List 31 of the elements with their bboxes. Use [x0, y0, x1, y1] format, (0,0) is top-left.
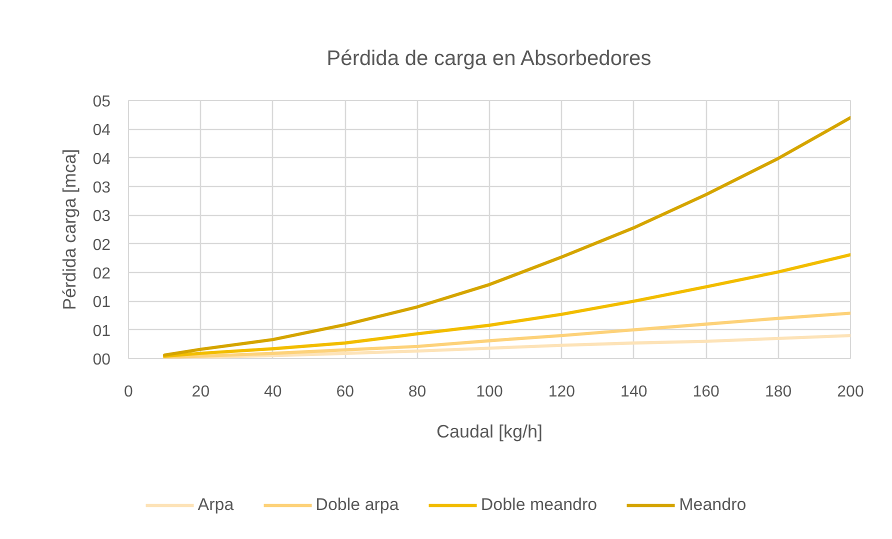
x-tick-label: 80	[408, 384, 426, 400]
line-series	[163, 253, 850, 358]
y-axis-title: Pérdida carga [mca]	[60, 148, 80, 310]
line-series	[163, 312, 850, 358]
y-tick-label: 02	[92, 236, 111, 254]
x-tick-label: 120	[548, 384, 576, 400]
x-tick-label: 140	[620, 384, 648, 400]
x-tick-label: 0	[124, 384, 134, 400]
legend-label: Arpa	[198, 495, 234, 515]
x-tick-label: 160	[692, 384, 720, 400]
y-tick-label: 01	[92, 322, 111, 340]
legend-label: Doble meandro	[480, 495, 598, 515]
y-tick-label: 00	[92, 352, 111, 368]
y-tick-label: 01	[92, 294, 111, 312]
line-series	[163, 116, 850, 357]
y-tick-label: 02	[92, 266, 111, 282]
y-tick-label: 03	[92, 208, 111, 226]
chart-title: Pérdida de carga en Absorbedores	[326, 47, 652, 70]
x-tick-label: 100	[476, 384, 503, 400]
x-tick-label: 60	[336, 384, 354, 400]
x-axis-title: Caudal [kg/h]	[436, 422, 543, 442]
x-tick-label: 180	[764, 384, 792, 400]
y-tick-label: 04	[92, 122, 111, 140]
x-tick-label: 20	[192, 384, 210, 400]
legend-label: Doble arpa	[316, 495, 399, 515]
x-tick-label: 40	[264, 384, 282, 400]
legend-label: Meandro	[679, 495, 746, 515]
y-tick-label: 05	[92, 94, 111, 110]
x-tick-label: 200	[837, 384, 864, 400]
y-tick-label: 03	[92, 180, 111, 196]
y-tick-label: 04	[92, 150, 111, 168]
